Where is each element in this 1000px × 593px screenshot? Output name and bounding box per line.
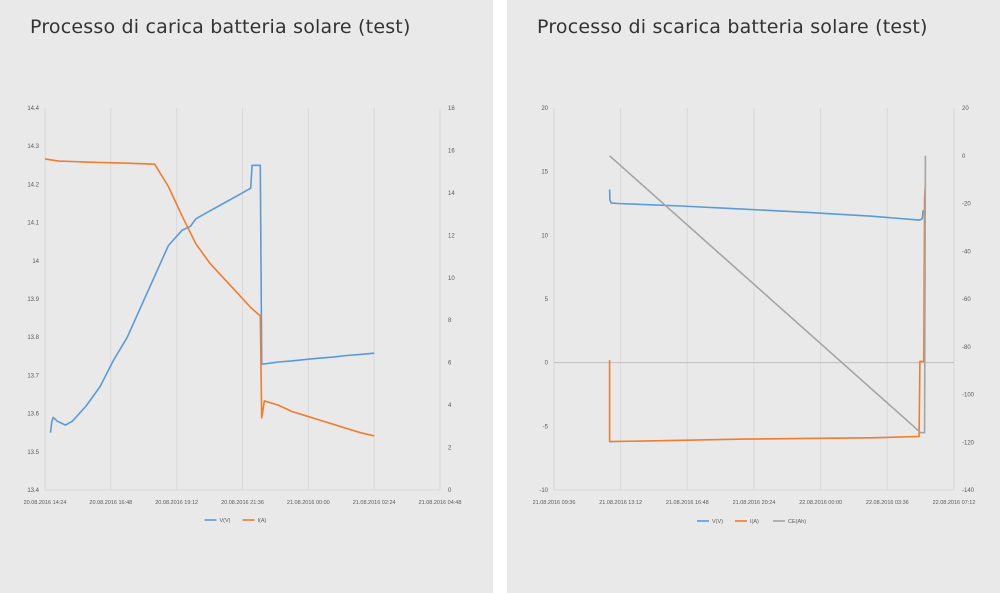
y-left-tick-label: 14.3 bbox=[27, 144, 39, 150]
y-right-tick-label: 20 bbox=[962, 106, 969, 112]
x-tick-label: 21.08.2016 00:00 bbox=[287, 500, 330, 506]
y-left-tick-label: 13.8 bbox=[27, 335, 39, 341]
y-left-tick-label: 5 bbox=[545, 297, 549, 303]
chart-panel-discharge: Processo di scarica batteria solare (tes… bbox=[507, 0, 1000, 593]
y-left-tick-label: 10 bbox=[541, 233, 548, 239]
y-right-tick-label: 4 bbox=[448, 403, 452, 409]
x-tick-label: 21.08.2016 02:24 bbox=[353, 500, 396, 506]
y-right-tick-label: 10 bbox=[448, 276, 455, 282]
y-left-tick-label: 14 bbox=[32, 259, 39, 265]
series-line-i-a bbox=[44, 158, 375, 437]
y-right-tick-label: 6 bbox=[448, 361, 452, 367]
y-left-tick-label: 13.4 bbox=[27, 488, 39, 494]
y-right-tick-label: -40 bbox=[962, 249, 971, 255]
y-right-tick-label: -20 bbox=[962, 202, 971, 208]
discharge-chart-svg: 21.08.2016 09:36 21.08.2016 13:12 21.08.20… bbox=[533, 106, 976, 525]
legend-label: CE(Ah) bbox=[788, 519, 806, 525]
x-tick-label: 20.08.2016 14:24 bbox=[24, 500, 67, 506]
y-left-tick-label: 20 bbox=[541, 106, 548, 112]
y-left-tick-label: 0 bbox=[545, 361, 549, 367]
x-tick-label: 20.08.2016 19:12 bbox=[155, 500, 198, 506]
y-right-tick-label: 18 bbox=[448, 106, 455, 112]
x-tick-label: 21.08.2016 04:48 bbox=[419, 500, 462, 506]
series-line-v-v bbox=[49, 164, 375, 433]
y-right-tick-label: 14 bbox=[448, 191, 455, 197]
legend-label: I(A) bbox=[258, 518, 267, 524]
x-tick-label: 21.08.2016 09:36 bbox=[533, 500, 576, 506]
y-left-tick-label: 13.7 bbox=[27, 373, 39, 379]
y-left-tick-label: 15 bbox=[541, 170, 548, 176]
x-tick-label: 22.08.2016 00:00 bbox=[799, 500, 842, 506]
y-left-tick-label: 13.9 bbox=[27, 297, 39, 303]
chart-title: Processo di scarica batteria solare (tes… bbox=[537, 16, 928, 38]
y-right-tick-label: 0 bbox=[448, 488, 452, 494]
y-left-tick-label: 14.2 bbox=[27, 182, 39, 188]
chart-title: Processo di carica batteria solare (test… bbox=[30, 16, 411, 38]
legend-label: V(V) bbox=[712, 519, 723, 525]
series-line-v-v bbox=[608, 189, 926, 221]
y-right-tick-label: -140 bbox=[962, 488, 975, 494]
y-left-tick-label: 14.1 bbox=[27, 221, 39, 227]
y-right-tick-label: -80 bbox=[962, 345, 971, 351]
y-right-tick-label: -120 bbox=[962, 440, 975, 446]
series-line-ce-ah bbox=[609, 155, 927, 434]
y-right-tick-label: -60 bbox=[962, 297, 971, 303]
y-right-tick-label: 8 bbox=[448, 318, 452, 324]
x-tick-label: 20.08.2016 21:36 bbox=[221, 500, 264, 506]
y-right-tick-label: 2 bbox=[448, 446, 452, 452]
x-tick-label: 22.08.2016 03:36 bbox=[866, 500, 909, 506]
y-left-tick-label: -10 bbox=[539, 488, 548, 494]
y-right-tick-label: 16 bbox=[448, 148, 455, 154]
x-tick-label: 21.08.2016 13:12 bbox=[599, 500, 642, 506]
series-line-i-a bbox=[608, 184, 927, 443]
chart-panel-charge: Processo di carica batteria solare (test… bbox=[0, 0, 493, 593]
y-right-tick-label: 0 bbox=[962, 154, 966, 160]
charge-chart-svg: 20.08.2016 14:24 20.08.2016 16:48 20.08.20… bbox=[24, 106, 462, 524]
x-tick-label: 22.08.2016 07:12 bbox=[933, 500, 976, 506]
y-left-tick-label: 14.4 bbox=[27, 106, 39, 112]
legend-label: I(A) bbox=[750, 519, 759, 525]
x-tick-label: 21.08.2016 20:24 bbox=[733, 500, 776, 506]
y-right-tick-label: -100 bbox=[962, 393, 975, 399]
y-left-tick-label: 13.6 bbox=[27, 412, 39, 418]
legend-label: V(V) bbox=[220, 518, 231, 524]
y-left-tick-label: 13.5 bbox=[27, 450, 39, 456]
y-left-tick-label: -5 bbox=[543, 424, 549, 430]
y-right-tick-label: 12 bbox=[448, 233, 455, 239]
x-tick-label: 21.08.2016 16:48 bbox=[666, 500, 709, 506]
x-tick-label: 20.08.2016 16:48 bbox=[89, 500, 132, 506]
